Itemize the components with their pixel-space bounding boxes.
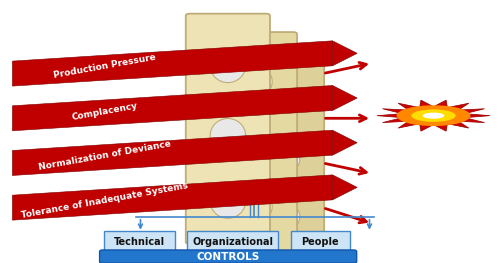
FancyBboxPatch shape — [254, 50, 324, 260]
Ellipse shape — [210, 48, 246, 83]
Text: Production Pressure: Production Pressure — [53, 53, 157, 80]
Ellipse shape — [245, 192, 272, 221]
Ellipse shape — [279, 147, 300, 171]
Text: People: People — [302, 237, 339, 247]
Polygon shape — [12, 41, 332, 86]
Polygon shape — [12, 175, 332, 220]
Ellipse shape — [422, 113, 444, 119]
Polygon shape — [12, 85, 332, 131]
Polygon shape — [332, 85, 357, 110]
Polygon shape — [377, 100, 490, 131]
FancyBboxPatch shape — [220, 32, 297, 252]
Polygon shape — [332, 41, 357, 66]
FancyBboxPatch shape — [104, 231, 175, 254]
Text: Complacency: Complacency — [71, 101, 139, 122]
Text: CONTROLS: CONTROLS — [196, 251, 260, 261]
Ellipse shape — [412, 109, 456, 122]
FancyBboxPatch shape — [186, 14, 270, 244]
Polygon shape — [332, 175, 357, 200]
Text: Organizational: Organizational — [192, 237, 274, 247]
Ellipse shape — [396, 105, 470, 126]
Text: Normalization of Deviance: Normalization of Deviance — [38, 139, 172, 172]
Ellipse shape — [210, 119, 246, 153]
Polygon shape — [12, 130, 332, 175]
FancyBboxPatch shape — [188, 231, 278, 254]
Text: Technical: Technical — [114, 237, 165, 247]
Ellipse shape — [279, 205, 300, 229]
Text: Tolerance of Inadequate Systems: Tolerance of Inadequate Systems — [21, 181, 189, 220]
FancyBboxPatch shape — [290, 231, 350, 254]
Ellipse shape — [245, 132, 272, 161]
Polygon shape — [332, 130, 357, 155]
Ellipse shape — [210, 184, 246, 218]
Ellipse shape — [245, 67, 272, 96]
FancyBboxPatch shape — [100, 250, 356, 263]
Ellipse shape — [279, 86, 300, 109]
